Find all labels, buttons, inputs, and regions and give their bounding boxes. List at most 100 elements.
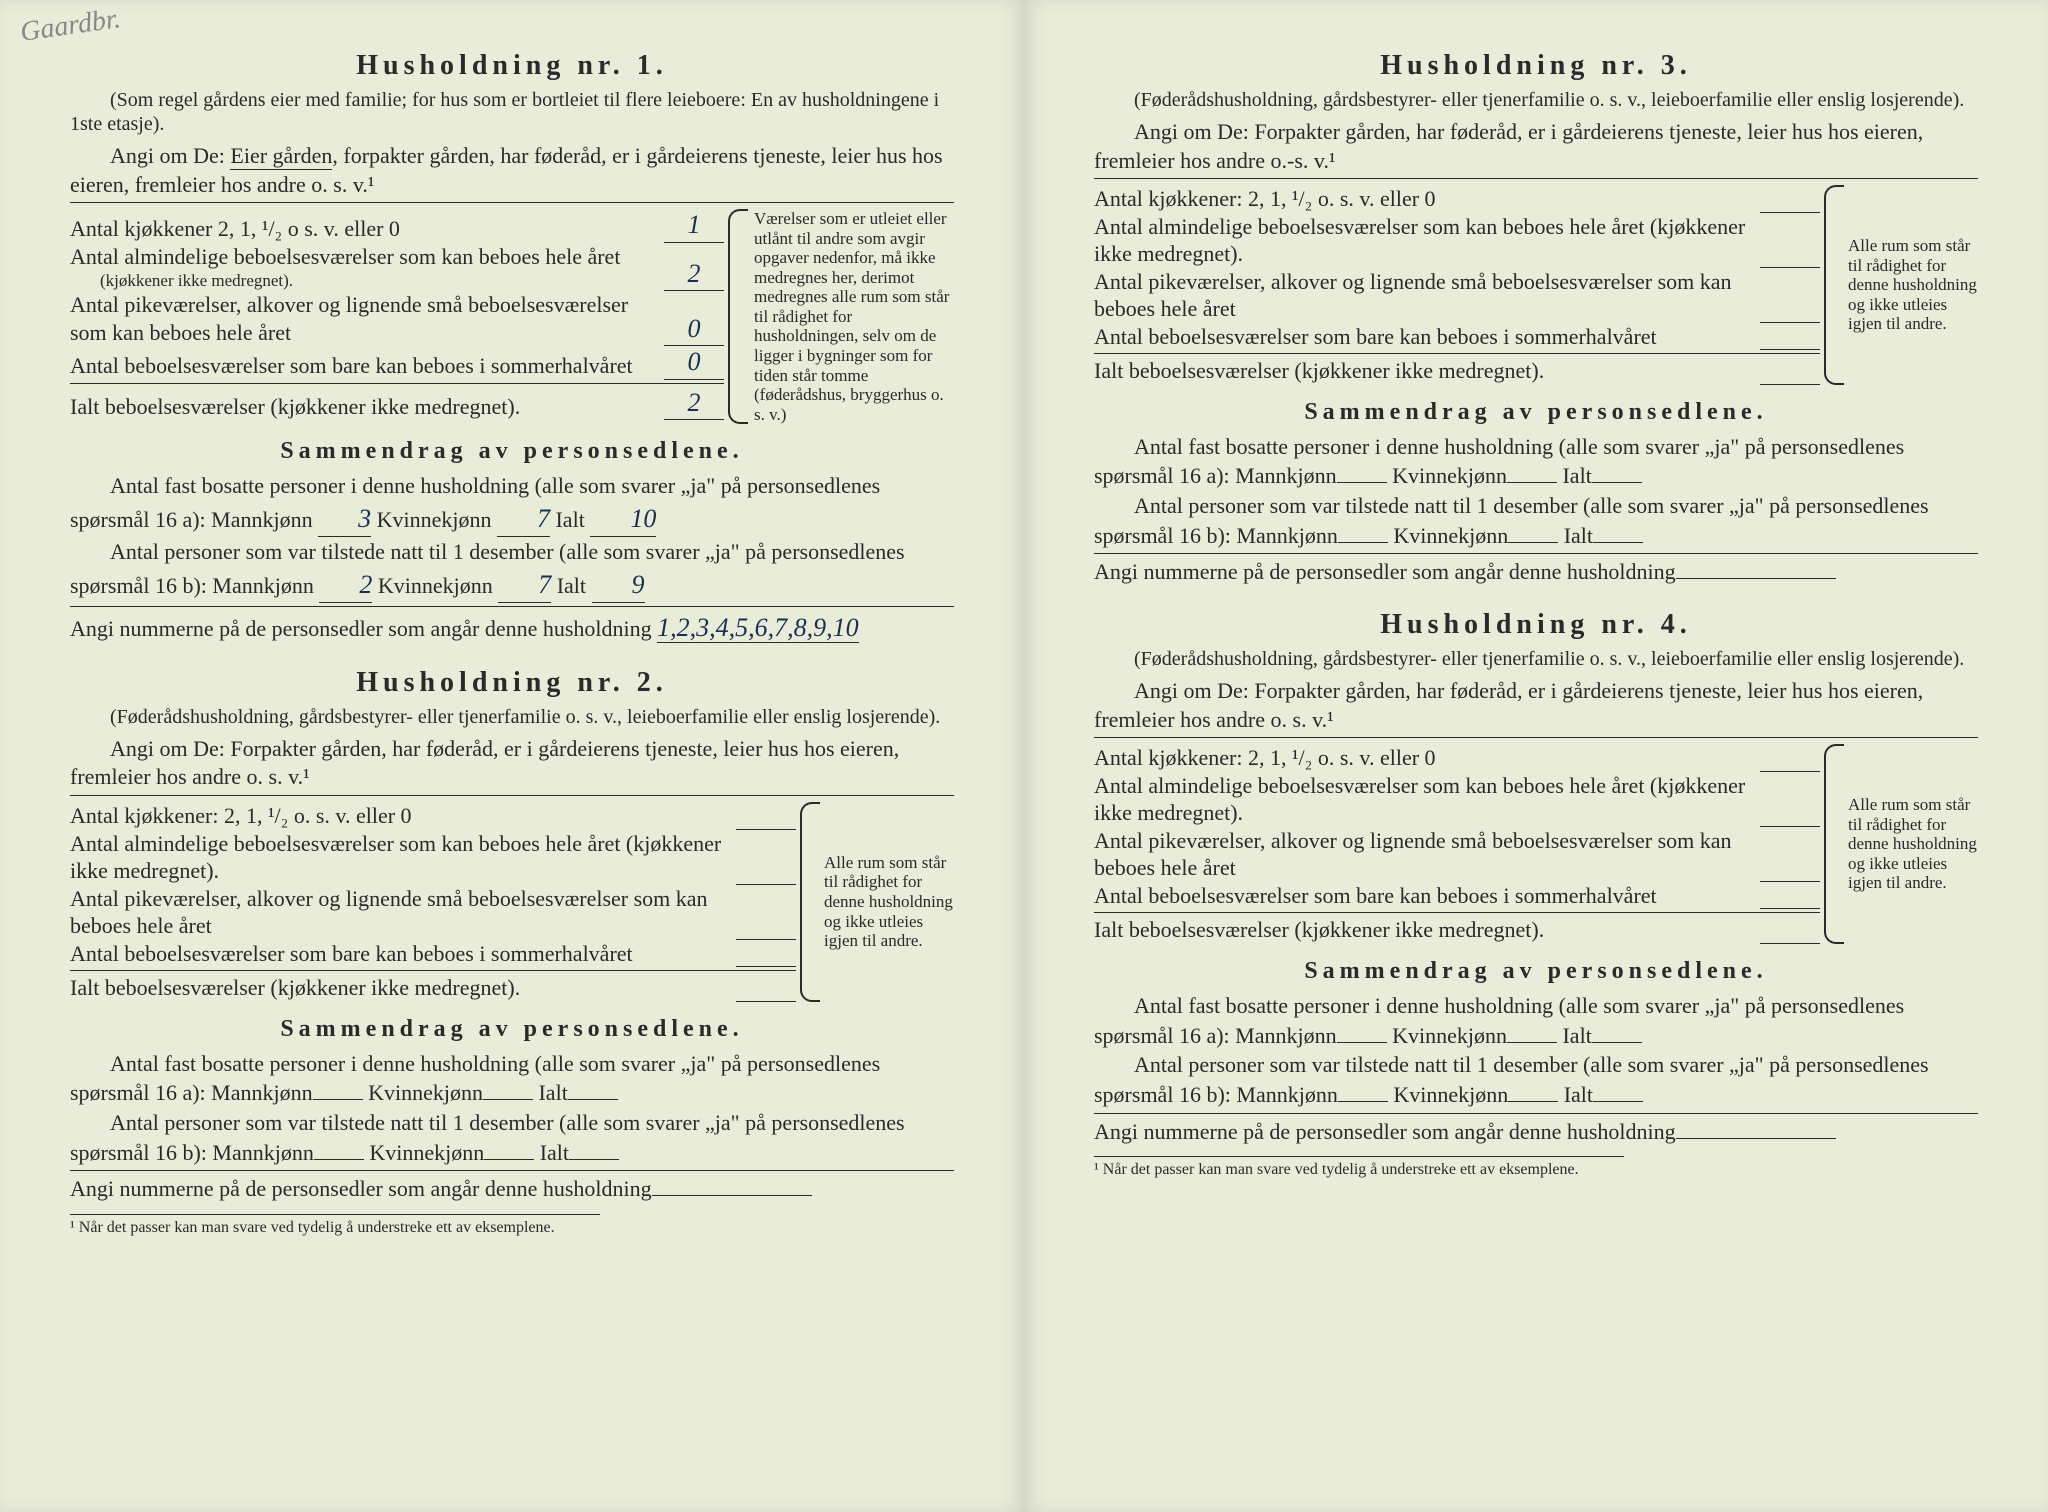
- hh4-q3: Antal pikeværelser, alkover og lignende …: [1094, 827, 1754, 882]
- hh2-nums-line: Angi nummerne på de personsedler som ang…: [70, 1174, 954, 1204]
- hh4-title: Husholdning nr. 4.: [1094, 609, 1978, 641]
- hh3-kv2: Kvinnekjønn: [1393, 523, 1508, 548]
- hh4-kv2: Kvinnekjønn: [1393, 1082, 1508, 1107]
- hh3-paren: (Føderådshusholdning, gårdsbestyrer- ell…: [1094, 88, 1978, 112]
- pencil-annotation: Gaardbr.: [18, 3, 122, 49]
- hh1-side-note: Værelser som er utleiet eller utlånt til…: [734, 209, 954, 424]
- hh3-ialt2: Ialt: [1564, 523, 1593, 548]
- hh3-angi: Angi om De: Forpakter gården, har føderå…: [1094, 118, 1978, 175]
- hh1-s2k-lbl: Kvinnekjønn: [378, 573, 493, 598]
- hh2-ialt2: Ialt: [540, 1140, 569, 1165]
- footnote-right: ¹ Når det passer kan man svare ved tydel…: [1094, 1156, 1624, 1179]
- hh1-total: 2: [664, 387, 724, 421]
- hh4-nums-line: Angi nummerne på de personsedler som ang…: [1094, 1117, 1978, 1147]
- hh3-questions: Antal kjøkkener: 2, 1, ¹/₂ o. s. v. elle…: [1094, 185, 1820, 385]
- hh2-q4: Antal beboelsesværelser som bare kan beb…: [70, 940, 730, 968]
- hh2-kv1: Kvinnekjønn: [368, 1080, 483, 1105]
- hh2-num-label: Angi nummerne på de personsedler som ang…: [70, 1176, 652, 1201]
- hh2-sammendrag-title: Sammendrag av personsedlene.: [70, 1016, 954, 1043]
- hh1-s2i: 9: [592, 567, 645, 603]
- hh2-s2-line: Antal personer som var tilstede natt til…: [70, 1108, 954, 1167]
- hh1-sammendrag-title: Sammendrag av personsedlene.: [70, 438, 954, 465]
- hh2-q1: Antal kjøkkener: 2, 1, ¹/₂ o. s. v. elle…: [70, 802, 730, 830]
- hh2-s1-line: Antal fast bosatte personer i denne hush…: [70, 1049, 954, 1108]
- hh4-s2-line: Antal personer som var tilstede natt til…: [1094, 1050, 1978, 1109]
- hh3-q1: Antal kjøkkener: 2, 1, ¹/₂ o. s. v. elle…: [1094, 185, 1754, 213]
- footnote-left: ¹ Når det passer kan man svare ved tydel…: [70, 1214, 600, 1237]
- hh2-questions: Antal kjøkkener: 2, 1, ¹/₂ o. s. v. elle…: [70, 802, 796, 1002]
- hh2-s2: Antal personer som var tilstede natt til…: [70, 1110, 905, 1165]
- hh3-num-label: Angi nummerne på de personsedler som ang…: [1094, 559, 1676, 584]
- hh1-s2k: 7: [498, 567, 551, 603]
- hh1-angi-underline: Eier gården: [230, 143, 332, 170]
- hh1-s1i: 10: [590, 501, 656, 537]
- hh4-kv1: Kvinnekjønn: [1392, 1023, 1507, 1048]
- side-note-short-text-4: Alle rum som står til rådighet for denne…: [1848, 795, 1978, 893]
- hh4-angi: Angi om De: Forpakter gården, har føderå…: [1094, 677, 1978, 734]
- hh3-sammendrag-title: Sammendrag av personsedlene.: [1094, 399, 1978, 426]
- hh2-q3: Antal pikeværelser, alkover og lignende …: [70, 885, 730, 940]
- hh4-s1-line: Antal fast bosatte personer i denne hush…: [1094, 991, 1978, 1050]
- hh4-q2: Antal almindelige beboelsesværelser som …: [1094, 772, 1754, 827]
- hh1-q1: Antal kjøkkener 2, 1, ¹/₂ o s. v. eller …: [70, 215, 658, 243]
- hh1-q3: Antal pikeværelser, alkover og lignende …: [70, 291, 658, 346]
- hh2-paren: (Føderådshusholdning, gårdsbestyrer- ell…: [70, 705, 954, 729]
- hh3-kv1: Kvinnekjønn: [1392, 463, 1507, 488]
- hh3-s1-line: Antal fast bosatte personer i denne hush…: [1094, 432, 1978, 491]
- hh4-ialt2: Ialt: [1564, 1082, 1593, 1107]
- hh1-angi-pre: Angi om De:: [110, 143, 230, 168]
- hh4-num-label: Angi nummerne på de personsedler som ang…: [1094, 1119, 1676, 1144]
- hh2-ialt1: Ialt: [538, 1080, 567, 1105]
- side-note-short-text-3: Alle rum som står til rådighet for denne…: [1848, 236, 1978, 334]
- hh4-q1: Antal kjøkkener: 2, 1, ¹/₂ o. s. v. elle…: [1094, 744, 1754, 772]
- hh1-s2-line: Antal personer som var tilstede natt til…: [70, 537, 954, 603]
- hh4-side-note: Alle rum som står til rådighet for denne…: [1830, 744, 1978, 944]
- hh1-nums: 1,2,3,4,5,6,7,8,9,10: [657, 613, 859, 643]
- side-note-long-text: Værelser som er utleiet eller utlånt til…: [754, 209, 954, 424]
- hh1-s1k: 7: [497, 501, 550, 537]
- hh4-s2: Antal personer som var tilstede natt til…: [1094, 1052, 1929, 1107]
- hh3-nums-line: Angi nummerne på de personsedler som ang…: [1094, 557, 1978, 587]
- hh4-sammendrag-title: Sammendrag av personsedlene.: [1094, 958, 1978, 985]
- hh2-q2: Antal almindelige beboelsesværelser som …: [70, 830, 730, 885]
- hh3-side-note: Alle rum som står til rådighet for denne…: [1830, 185, 1978, 385]
- hh2-side-note: Alle rum som står til rådighet for denne…: [806, 802, 954, 1002]
- hh1-q4: Antal beboelsesværelser som bare kan beb…: [70, 352, 658, 380]
- hh2-angi: Angi om De: Forpakter gården, har føderå…: [70, 735, 954, 792]
- hh1-s2m: 2: [319, 567, 372, 603]
- side-note-short-text-2: Alle rum som står til rådighet for denne…: [824, 853, 954, 951]
- hh3-s2: Antal personer som var tilstede natt til…: [1094, 493, 1929, 548]
- hh3-s2-line: Antal personer som var tilstede natt til…: [1094, 491, 1978, 550]
- hh4-total-label: Ialt beboelsesværelser (kjøkkener ikke m…: [1094, 916, 1754, 944]
- hh2-kv2: Kvinnekjønn: [369, 1140, 484, 1165]
- hh1-paren: (Som regel gårdens eier med familie; for…: [70, 88, 954, 136]
- hh1-s1-line: Antal fast bosatte personer i denne hush…: [70, 471, 954, 537]
- hh1-title: Husholdning nr. 1.: [70, 50, 954, 82]
- hh4-ialt1: Ialt: [1562, 1023, 1591, 1048]
- hh1-questions: Antal kjøkkener 2, 1, ¹/₂ o s. v. eller …: [70, 209, 724, 424]
- hh1-a3: 0: [664, 313, 724, 347]
- hh1-s1k-lbl: Kvinnekjønn: [377, 507, 492, 532]
- hh1-q2sub: (kjøkkener ikke medregnet).: [70, 270, 658, 291]
- hh4-questions: Antal kjøkkener: 2, 1, ¹/₂ o. s. v. elle…: [1094, 744, 1820, 944]
- hh2-total-label: Ialt beboelsesværelser (kjøkkener ikke m…: [70, 974, 730, 1002]
- hh3-q2: Antal almindelige beboelsesværelser som …: [1094, 213, 1754, 268]
- hh1-num-label: Angi nummerne på de personsedler som ang…: [70, 616, 652, 641]
- hh2-title: Husholdning nr. 2.: [70, 667, 954, 699]
- hh1-a4: 0: [664, 346, 724, 380]
- hh3-q4: Antal beboelsesværelser som bare kan beb…: [1094, 323, 1754, 351]
- hh1-a1: 1: [664, 209, 724, 243]
- hh4-paren: (Føderådshusholdning, gårdsbestyrer- ell…: [1094, 647, 1978, 671]
- hh3-title: Husholdning nr. 3.: [1094, 50, 1978, 82]
- hh3-ialt1: Ialt: [1562, 463, 1591, 488]
- hh1-q2: Antal almindelige beboelsesværelser som …: [70, 244, 620, 269]
- hh3-total-label: Ialt beboelsesværelser (kjøkkener ikke m…: [1094, 357, 1754, 385]
- hh1-s2i-lbl: Ialt: [557, 573, 586, 598]
- hh1-s1m: 3: [318, 501, 371, 537]
- hh1-angi: Angi om De: Eier gården, forpakter gårde…: [70, 142, 954, 199]
- hh3-q3: Antal pikeværelser, alkover og lignende …: [1094, 268, 1754, 323]
- hh1-total-label: Ialt beboelsesværelser (kjøkkener ikke m…: [70, 393, 658, 421]
- hh1-nums-line: Angi nummerne på de personsedler som ang…: [70, 610, 954, 645]
- hh1-s1i-lbl: Ialt: [555, 507, 584, 532]
- hh1-a2: 2: [664, 258, 724, 292]
